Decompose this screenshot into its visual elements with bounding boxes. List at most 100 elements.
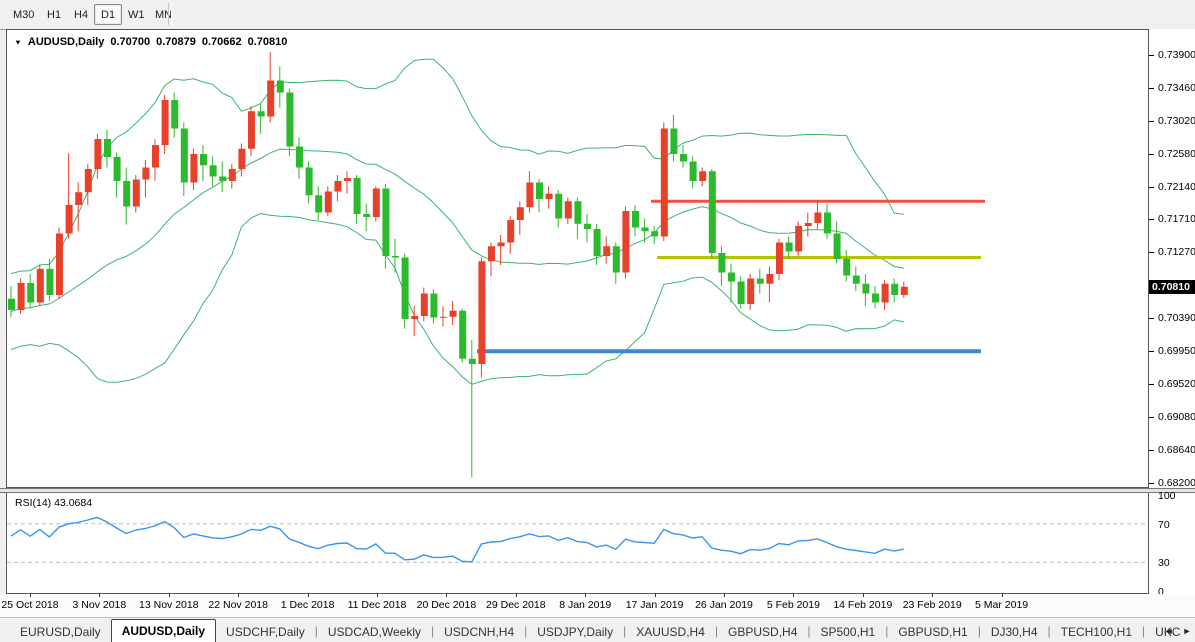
tab-scroll-right-icon[interactable]: ►	[1182, 626, 1192, 636]
tab-separator: |	[807, 624, 811, 638]
candle	[440, 306, 447, 327]
chart-tab-ukc[interactable]: UKC	[1155, 625, 1181, 639]
rsi-chart[interactable]	[7, 493, 1148, 592]
timeframe-button-mn[interactable]: MN	[155, 8, 173, 21]
candle	[795, 221, 803, 256]
candle	[382, 184, 390, 269]
candle	[593, 223, 601, 265]
chart-tab-usdcnh-h4[interactable]: USDCNH,H4	[444, 625, 515, 639]
chart-tab-xauusd-h4[interactable]: XAUUSD,H4	[636, 625, 705, 639]
candle	[353, 175, 361, 224]
ohlc-high: 0.70879	[156, 36, 196, 48]
tab-separator: |	[431, 624, 435, 638]
candle	[814, 200, 822, 229]
time-axis-label: 5 Mar 2019	[975, 599, 1029, 611]
price-axis-label: 0.71270	[1158, 246, 1195, 259]
rsi-axis[interactable]: 100 70 30 0	[1149, 490, 1195, 598]
price-tick	[1149, 154, 1154, 155]
price-tick	[1149, 121, 1154, 122]
candle	[56, 227, 63, 299]
time-tick	[30, 594, 31, 597]
chart-tab-eurusd-daily[interactable]: EURUSD,Daily	[20, 625, 101, 639]
tab-separator: |	[885, 624, 889, 638]
price-tick	[1149, 383, 1154, 385]
time-axis[interactable]: 25 Oct 2018 3 Nov 2018 13 Nov 2018 22 Nov 2…	[0, 594, 1195, 618]
timeframe-toolbar: M30 H1 H4 D1 W1 MN	[0, 0, 1195, 30]
timeframe-button-h1[interactable]: H1	[47, 8, 62, 21]
ohlc-close: 0.70810	[247, 36, 288, 48]
candle	[27, 274, 35, 309]
rsi-indicator-label: RSI(14) 43.0684	[15, 497, 93, 509]
chart-tab-audusd-daily[interactable]: AUDUSD,Daily	[110, 619, 217, 642]
tab-separator: |	[1142, 624, 1146, 638]
candle	[622, 206, 630, 279]
candle	[238, 143, 246, 177]
candle	[84, 163, 92, 205]
price-tick	[1149, 482, 1154, 484]
panel-splitter[interactable]	[0, 488, 1195, 493]
tab-scroll-left-icon[interactable]: ◄	[1164, 626, 1174, 636]
time-tick	[654, 594, 656, 597]
chart-tab-sp500-h1[interactable]: SP500,H1	[820, 625, 876, 639]
price-axis-label: 0.73460	[1158, 82, 1195, 94]
timeframe-button-m30[interactable]: M30	[13, 8, 35, 21]
candle	[36, 265, 44, 307]
chart-tab-usdchf-daily[interactable]: USDCHF,Daily	[226, 625, 305, 639]
candle	[449, 301, 457, 325]
rsi-indicator-panel[interactable]: RSI(14) 43.0684	[6, 493, 1149, 594]
candlestick-chart[interactable]	[7, 30, 1148, 487]
candle	[248, 106, 255, 157]
price-axis-label: 0.69080	[1158, 410, 1195, 423]
chart-tab-gbpusd-h4[interactable]: GBPUSD,H4	[728, 625, 798, 639]
candle	[747, 274, 755, 310]
timeframe-button-h4[interactable]: H4	[74, 8, 89, 21]
price-axis-label: 0.72140	[1158, 181, 1195, 193]
bollinger-lower-band	[10, 212, 904, 385]
candle	[776, 238, 783, 280]
chart-dropdown-icon[interactable]: ▼	[14, 38, 22, 46]
timeframe-button-w1[interactable]: W1	[128, 8, 145, 21]
time-axis-label: 14 Feb 2019	[833, 599, 893, 611]
time-tick	[862, 594, 864, 597]
candle	[152, 139, 159, 181]
candle	[219, 161, 227, 193]
chart-tab-tech100-h1[interactable]: TECH100,H1	[1060, 625, 1132, 639]
candle	[516, 201, 524, 235]
candle	[699, 167, 707, 187]
candle	[171, 92, 179, 138]
candle	[872, 286, 879, 309]
rsi-axis-label: 0	[1158, 586, 1164, 598]
chart-tab-gbpusd-h1[interactable]: GBPUSD,H1	[898, 625, 968, 639]
candle	[574, 197, 582, 239]
candle	[651, 226, 659, 244]
price-axis-label: 0.71710	[1158, 213, 1195, 226]
candle	[123, 167, 131, 225]
candle	[420, 287, 428, 322]
candle	[372, 186, 380, 222]
candle	[564, 197, 572, 224]
timeframe-button-d1[interactable]: D1	[94, 4, 123, 25]
time-tick	[585, 594, 587, 597]
price-axis[interactable]: 0.73900 0.73460 0.73020 0.72580 0.72140 0.717…	[1149, 29, 1195, 489]
price-axis-label: 0.68200	[1158, 476, 1195, 489]
price-axis-label: 0.69520	[1158, 377, 1195, 390]
candle	[891, 278, 899, 303]
candle	[843, 250, 851, 282]
rsi-axis-label: 70	[1158, 518, 1170, 531]
ohlc-low: 0.70662	[201, 36, 242, 48]
candle	[766, 266, 774, 303]
chart-tab-usdjpy-daily[interactable]: USDJPY,Daily	[537, 625, 614, 639]
candle	[46, 259, 54, 301]
candle	[804, 212, 812, 237]
candle	[305, 161, 313, 204]
main-chart-panel[interactable]	[6, 29, 1149, 488]
candle	[526, 171, 534, 213]
price-tick	[1149, 449, 1154, 451]
chart-tab-usdcad-weekly[interactable]: USDCAD,Weekly	[327, 625, 421, 639]
price-tick	[1149, 55, 1154, 56]
time-axis-label: 23 Feb 2019	[902, 599, 962, 611]
chart-tab-dj30-h4[interactable]: DJ30,H4	[990, 625, 1038, 639]
candle	[881, 280, 889, 310]
candle	[737, 276, 745, 309]
candle	[641, 218, 649, 243]
